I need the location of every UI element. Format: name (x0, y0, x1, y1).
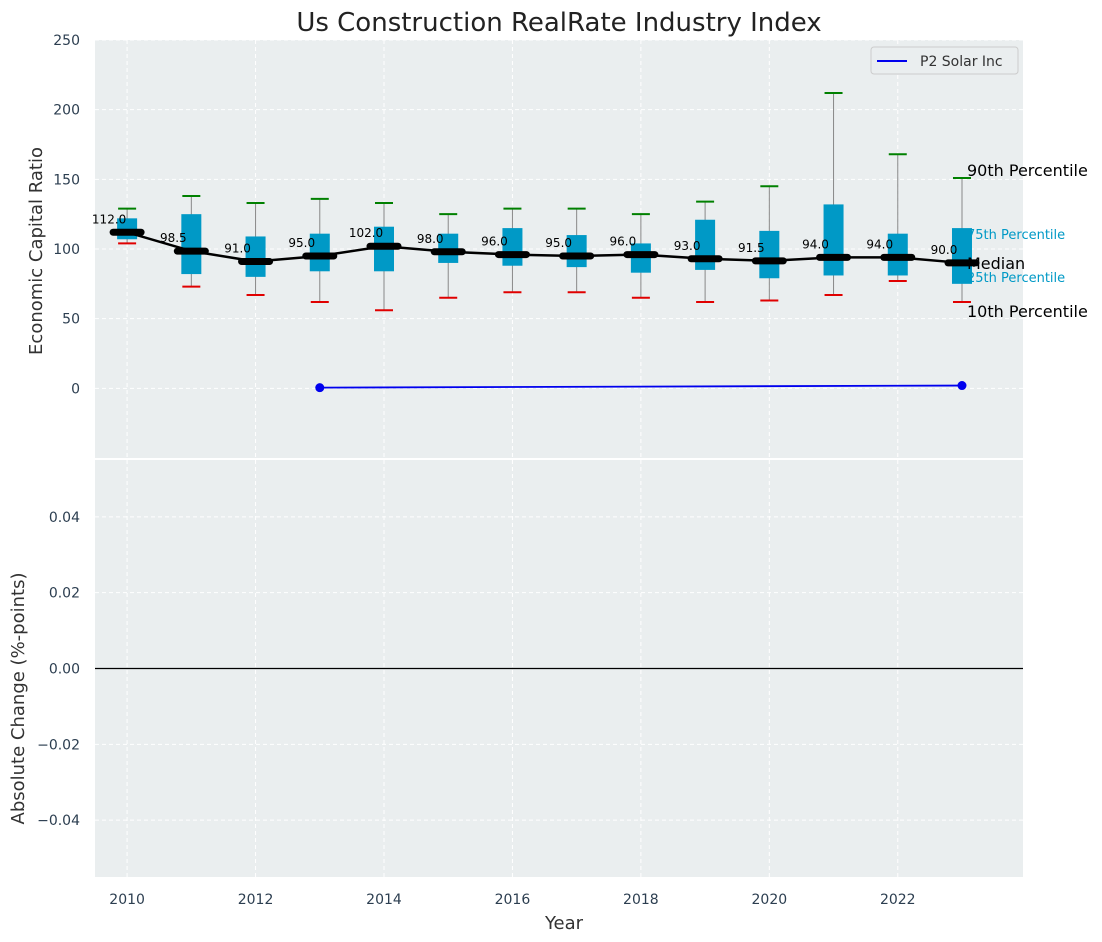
bottom-y-tick-label: −0.04 (37, 813, 80, 829)
p10-annotation: 10th Percentile (967, 302, 1088, 321)
median-value-label: 95.0 (545, 236, 572, 250)
x-axis-label: Year (544, 913, 584, 934)
bottom-y-tick-label: 0.04 (49, 510, 80, 526)
bottom-y-tick-label: −0.02 (37, 737, 80, 753)
bottom-y-tick-labels: −0.04 −0.02 0.00 0.02 0.04 (37, 510, 80, 829)
x-tick-label: 2016 (495, 892, 531, 908)
median-value-label: 98.0 (417, 232, 444, 246)
iqr-box (759, 230, 780, 279)
bottom-y-tick-label: 0.02 (49, 586, 80, 602)
bottom-y-tick-label: 0.00 (49, 662, 80, 678)
median-value-label: 91.0 (224, 242, 251, 256)
chart-title: Us Construction RealRate Industry Index (296, 8, 821, 38)
x-tick-label: 2020 (752, 892, 788, 908)
median-value-label: 96.0 (481, 235, 508, 249)
median-trend-line-group (126, 231, 963, 265)
percentile-annotations: 75th Percentile 25th Percentile 90th Perce… (967, 161, 1088, 321)
boxplot-group (109, 91, 980, 312)
top-y-tick-label: 100 (53, 242, 80, 258)
median-value-label: 94.0 (802, 237, 829, 251)
box-2011 (173, 195, 209, 288)
top-y-tick-label: 0 (71, 381, 80, 397)
top-y-tick-label: 50 (62, 312, 80, 328)
box-2013 (302, 197, 338, 303)
iqr-box (951, 228, 972, 284)
series-point (315, 383, 325, 393)
iqr-box (245, 236, 266, 277)
x-tick-label: 2022 (880, 892, 916, 908)
median-value-label: 112.0 (92, 212, 126, 226)
series-line (319, 384, 962, 389)
median-value-label: 93.0 (674, 239, 701, 253)
median-value-label: 102.0 (349, 226, 383, 240)
legend-box (870, 46, 1019, 75)
top-panel: 0 50 100 150 200 250 112.0 98.5 91.0 95.0 102.0 98… (53, 33, 1088, 458)
x-tick-label: 2010 (109, 892, 145, 908)
bottom-y-axis-label: Absolute Change (%-points) (8, 573, 29, 825)
p90-annotation: 90th Percentile (967, 161, 1088, 180)
median-value-label: 98.5 (160, 231, 187, 245)
top-y-axis-label: Economic Capital Ratio (26, 147, 47, 355)
bottom-panel: −0.04−0.020.000.020.04 2010 2012 2014 2016 2… (37, 460, 1023, 908)
x-tick-label: 2012 (238, 892, 274, 908)
legend: P2 Solar Inc (870, 46, 1019, 75)
median-annotation: Median (967, 254, 1025, 273)
iqr-box (181, 214, 202, 275)
median-value-labels: 112.0 98.5 91.0 95.0 102.0 98.0 96.0 95.0 96.0 93… (92, 212, 957, 257)
median-value-label: 95.0 (288, 236, 315, 250)
p25-annotation: 25th Percentile (967, 271, 1065, 286)
top-y-tick-labels: 0 50 100 150 200 250 (53, 33, 80, 397)
median-value-label: 91.5 (738, 241, 765, 255)
p75-annotation: 75th Percentile (967, 228, 1065, 243)
top-y-tick-label: 200 (53, 103, 80, 119)
median-trend-line (126, 231, 963, 265)
median-value-label: 90.0 (931, 243, 958, 257)
x-tick-label: 2018 (623, 892, 659, 908)
series-point (957, 381, 967, 391)
top-y-tick-label: 250 (53, 33, 80, 49)
company-series-group (315, 381, 967, 393)
median-value-label: 94.0 (866, 237, 893, 251)
legend-label: P2 Solar Inc (920, 54, 1003, 70)
top-y-tick-label: 150 (53, 172, 80, 188)
median-value-label: 96.0 (610, 235, 637, 249)
x-tick-label: 2014 (366, 892, 402, 908)
x-tick-labels: 2010 2012 2014 2016 2018 2020 2022 (109, 892, 915, 908)
